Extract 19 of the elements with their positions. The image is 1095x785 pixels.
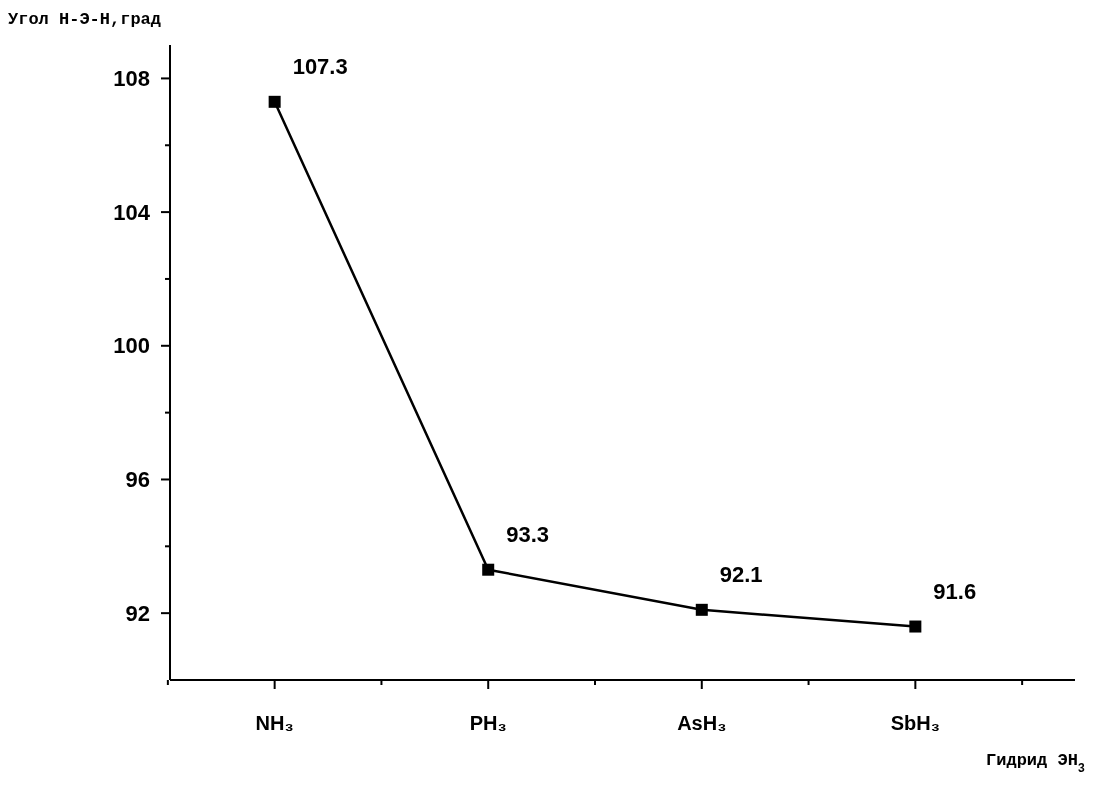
data-label: 93.3 [506, 521, 550, 547]
y-tick-label: 92 [125, 600, 150, 626]
y-tick-label: 96 [125, 467, 150, 493]
y-tick-label: 104 [113, 199, 151, 225]
data-label: 107.3 [292, 53, 348, 79]
x-tick-label: AsH₃ [677, 712, 727, 734]
point [268, 95, 281, 108]
y-tick-label: 100 [113, 333, 150, 359]
y-tick-label: 108 [113, 66, 150, 92]
x-tick-label: SbH₃ [890, 712, 940, 734]
x-tick-label: NH₃ [255, 712, 294, 734]
y-axis-title: Угол Н-Э-Н,град [8, 10, 162, 29]
point [695, 603, 708, 616]
point [482, 563, 495, 576]
x-tick-label: PH₃ [469, 712, 507, 734]
point [909, 620, 922, 633]
x-axis-title: Гидрид ЭН$_{3}$ [986, 751, 1085, 776]
data-label: 91.6 [933, 578, 977, 604]
data-label: 92.1 [719, 561, 763, 587]
